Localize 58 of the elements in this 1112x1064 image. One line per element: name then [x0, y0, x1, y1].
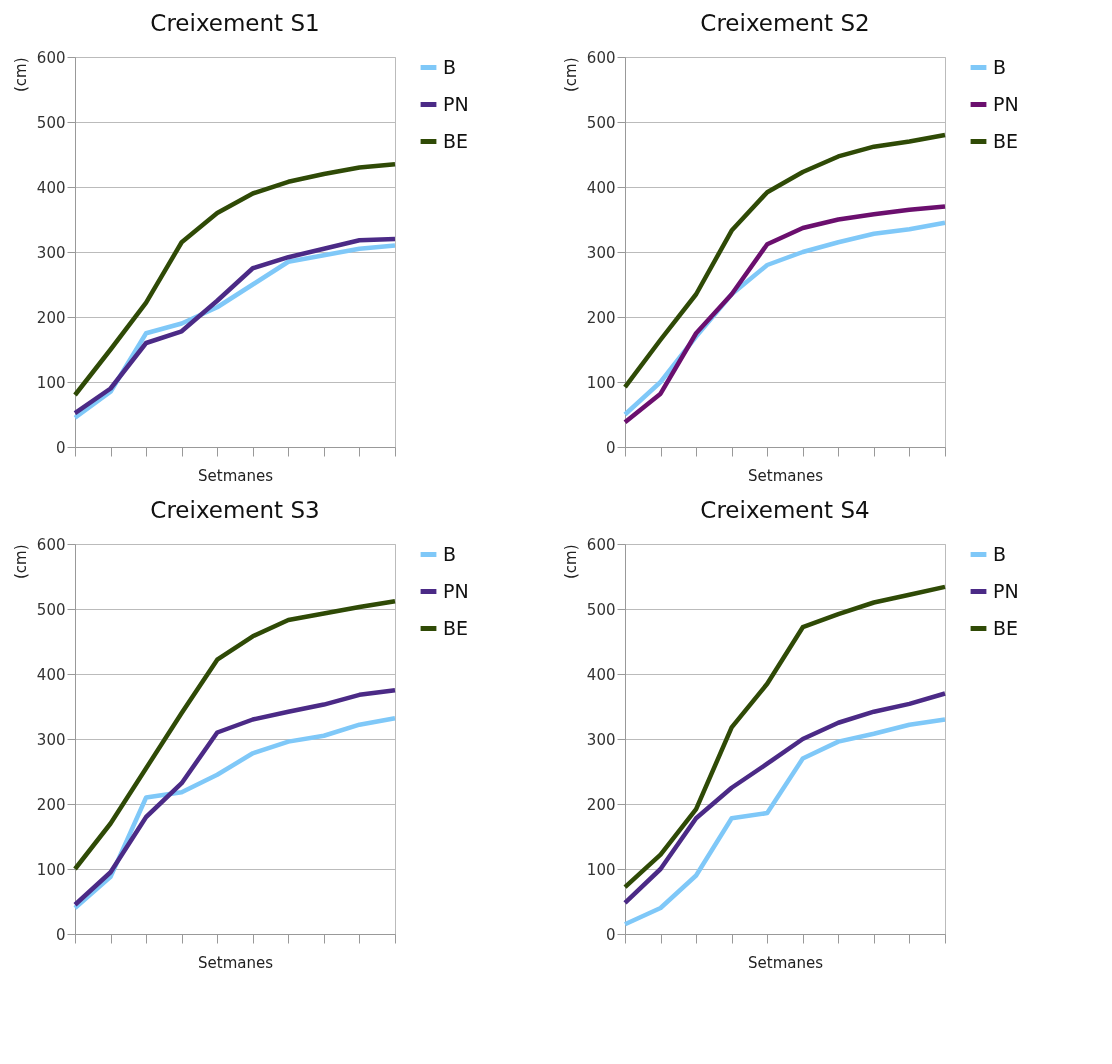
- y-tick-label: 500: [586, 600, 616, 619]
- y-tick-label: 0: [55, 438, 66, 457]
- legend-label: B: [993, 55, 1007, 78]
- y-tick-label: 300: [36, 730, 66, 749]
- line-series: [622, 717, 948, 927]
- y-tick-label: 500: [36, 113, 66, 132]
- y-tick-label: 200: [36, 795, 66, 814]
- x-axis-title: Setmanes: [198, 954, 274, 972]
- line-series: [622, 132, 948, 390]
- y-tick-label: 100: [586, 860, 616, 879]
- y-tick-label: 0: [605, 925, 616, 944]
- y-axis-title: (cm): [11, 57, 30, 93]
- y-tick-label: 200: [586, 795, 616, 814]
- legend-label: BE: [443, 616, 469, 639]
- y-tick-label: 600: [586, 48, 616, 67]
- legend-label: PN: [443, 92, 469, 115]
- y-axis-title: (cm): [561, 57, 580, 93]
- x-axis-title: Setmanes: [748, 954, 824, 972]
- y-tick-label: 500: [586, 113, 616, 132]
- y-tick-label: 400: [36, 665, 66, 684]
- y-tick-label: 0: [605, 438, 616, 457]
- y-axis-title: (cm): [561, 544, 580, 580]
- y-tick-label: 400: [586, 178, 616, 197]
- x-axis-title: Setmanes: [198, 467, 274, 485]
- legend-label: PN: [993, 579, 1019, 602]
- y-axis-title: (cm): [11, 544, 30, 580]
- legend-label: BE: [443, 129, 469, 152]
- legend-label: PN: [993, 92, 1019, 115]
- y-tick-label: 100: [586, 373, 616, 392]
- y-tick-label: 600: [586, 535, 616, 554]
- chart-title: Creixement S4: [700, 497, 870, 523]
- y-tick-label: 600: [36, 535, 66, 554]
- chart-title: Creixement S1: [150, 10, 320, 36]
- y-tick-label: 300: [586, 730, 616, 749]
- y-tick-label: 100: [36, 373, 66, 392]
- y-tick-label: 400: [586, 665, 616, 684]
- line-series: [72, 162, 398, 398]
- y-tick-label: 400: [36, 178, 66, 197]
- legend-label: B: [443, 542, 457, 565]
- legend-label: PN: [443, 579, 469, 602]
- line-series: [622, 584, 948, 890]
- legend-label: B: [443, 55, 457, 78]
- legend-label: BE: [993, 616, 1019, 639]
- line-series: [72, 598, 398, 872]
- y-tick-label: 500: [36, 600, 66, 619]
- y-tick-label: 300: [36, 243, 66, 262]
- line-series: [622, 691, 948, 906]
- legend-label: B: [993, 542, 1007, 565]
- y-tick-label: 200: [36, 308, 66, 327]
- legend-label: BE: [993, 129, 1019, 152]
- y-tick-label: 0: [55, 925, 66, 944]
- chart-title: Creixement S2: [700, 10, 870, 36]
- y-tick-label: 100: [36, 860, 66, 879]
- y-tick-label: 600: [36, 48, 66, 67]
- x-axis-title: Setmanes: [748, 467, 824, 485]
- y-tick-label: 200: [586, 308, 616, 327]
- chart-title: Creixement S3: [150, 497, 320, 523]
- y-tick-label: 300: [586, 243, 616, 262]
